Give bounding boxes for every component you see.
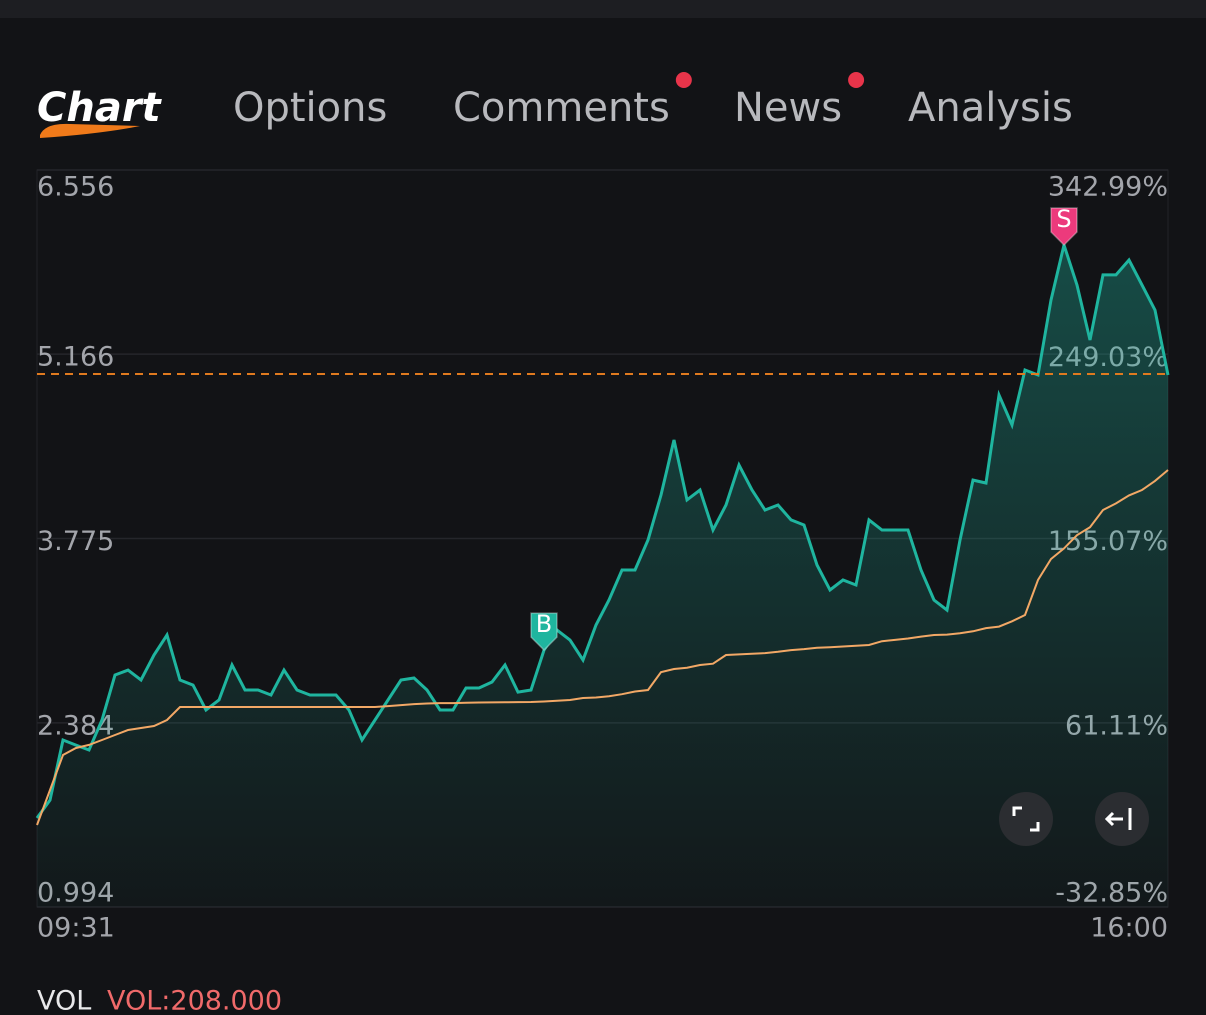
- back-button[interactable]: [1095, 792, 1149, 846]
- x-tick-label: 09:31: [37, 913, 115, 944]
- tab[interactable]: Comments: [453, 85, 670, 131]
- price-line: [36, 469, 1169, 826]
- volume-value: VOL:208.000: [107, 986, 282, 1015]
- chart: 6.5565.1663.7752.3840.994342.99%249.03%1…: [35, 169, 1170, 944]
- trade-marker: [530, 612, 558, 652]
- y-tick-label: 6.556: [37, 172, 114, 203]
- volume-label: VOL: [37, 986, 91, 1015]
- top-bar: [0, 0, 1206, 18]
- x-tick-label: 16:00: [1090, 913, 1168, 944]
- trade-marker: [1050, 207, 1078, 247]
- trade-marker-label: S: [1056, 205, 1071, 233]
- trade-marker-label: B: [536, 610, 552, 638]
- price-line: [35, 239, 1170, 819]
- y2-tick-label: 342.99%: [1048, 172, 1168, 203]
- area: [37, 245, 1168, 907]
- tab[interactable]: Analysis: [908, 85, 1073, 131]
- tab[interactable]: Chart: [37, 85, 163, 131]
- tab-bar: Chart Options Comments News Analysis: [37, 72, 1073, 138]
- fullscreen-button[interactable]: [999, 792, 1053, 846]
- tab-underline: [40, 123, 140, 138]
- badge-dot: [848, 72, 865, 88]
- tab[interactable]: News: [734, 85, 842, 131]
- badge-dot: [675, 72, 692, 88]
- y-tick-label: 3.775: [37, 526, 114, 557]
- tab[interactable]: Options: [233, 85, 387, 131]
- y-tick-label: 5.166: [37, 342, 114, 373]
